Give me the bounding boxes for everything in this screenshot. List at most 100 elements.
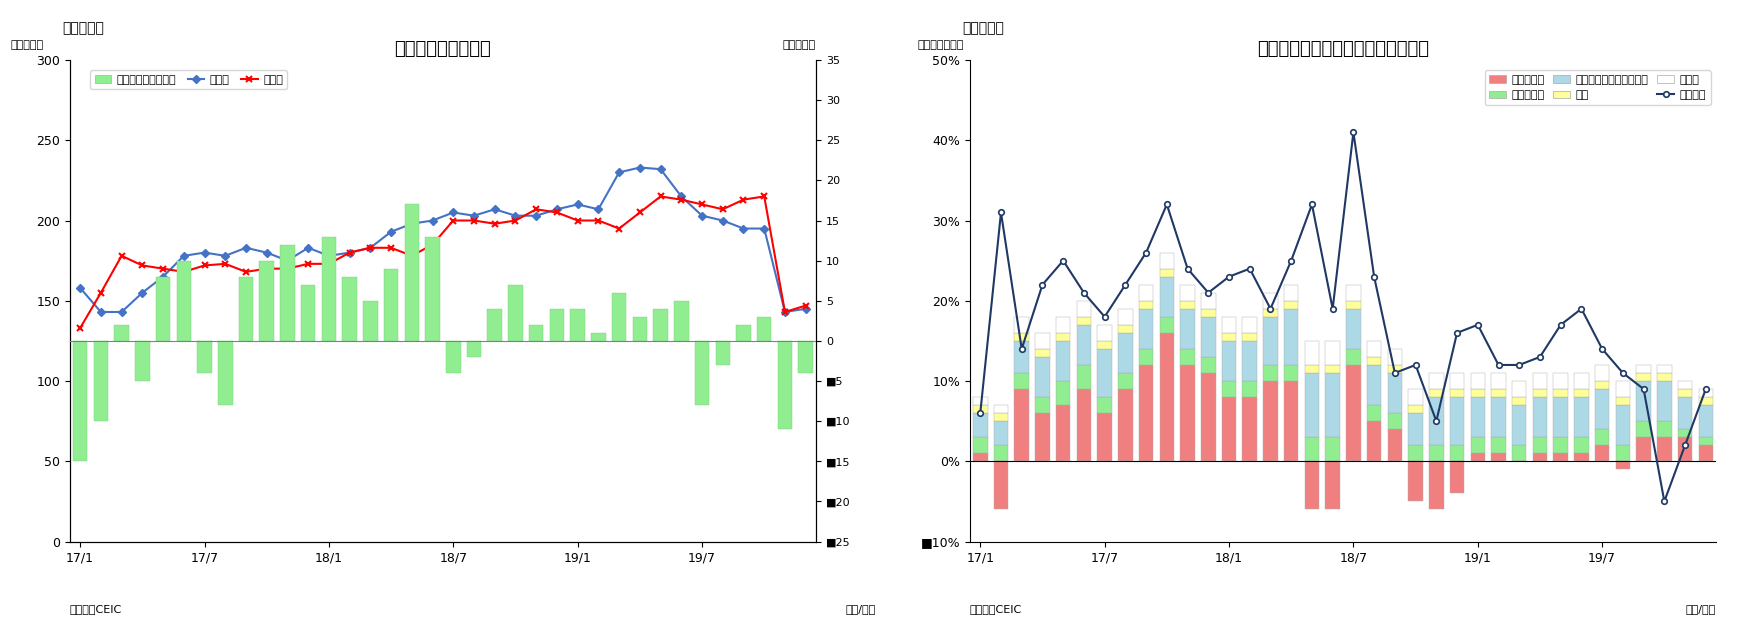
Bar [1056, 317, 1070, 333]
Bar [1532, 389, 1548, 397]
Bar [467, 341, 481, 357]
Bar [1221, 333, 1237, 341]
Title: ベトナム　輸出の伸び率（品目別）: ベトナム 輸出の伸び率（品目別） [1258, 41, 1430, 59]
Bar [1636, 437, 1650, 461]
Bar [1471, 397, 1485, 437]
Bar [1388, 373, 1402, 413]
Bar [1056, 333, 1070, 341]
Bar [1098, 397, 1112, 413]
Bar [1430, 389, 1443, 397]
Bar [994, 421, 1007, 445]
Bar [342, 277, 356, 341]
Bar [1284, 381, 1299, 461]
Bar [1471, 437, 1485, 453]
Bar [1636, 381, 1650, 421]
Bar [1200, 357, 1216, 373]
Bar [73, 341, 87, 461]
Bar [1077, 301, 1091, 317]
Bar [653, 309, 667, 341]
Bar [1035, 333, 1049, 349]
Bar [1511, 445, 1527, 461]
Bar [1200, 293, 1216, 309]
Legend: 電話・部品, 織物・衣類, コンピュータ・電子部品, 履物, その他, 輸出合計: 電話・部品, 織物・衣類, コンピュータ・電子部品, 履物, その他, 輸出合計 [1485, 71, 1711, 105]
Bar [1409, 389, 1423, 405]
Bar [1615, 381, 1629, 397]
Bar [1511, 397, 1527, 405]
Bar [1595, 365, 1610, 381]
Bar [1615, 405, 1629, 445]
Bar [1450, 461, 1464, 494]
Bar [1615, 461, 1629, 469]
Bar [1430, 461, 1443, 509]
Bar [994, 413, 1007, 421]
Bar [973, 413, 988, 437]
Bar [1263, 317, 1278, 365]
Bar [1200, 309, 1216, 317]
Bar [426, 237, 439, 341]
Bar [1304, 437, 1318, 461]
Bar [1595, 381, 1610, 389]
Bar [570, 309, 585, 341]
Bar [1200, 317, 1216, 357]
Bar [1615, 445, 1629, 461]
Bar [1181, 285, 1195, 301]
Bar [1139, 349, 1153, 365]
Bar [799, 341, 813, 373]
Bar [1242, 317, 1258, 333]
Bar [1678, 397, 1692, 429]
Bar [1409, 413, 1423, 445]
Bar [1014, 373, 1028, 389]
Legend: 貿易収支（右目盛）, 輸出額, 輸入額: 貿易収支（右目盛）, 輸出額, 輸入額 [90, 71, 287, 89]
Bar [1553, 389, 1569, 397]
Bar [1098, 325, 1112, 341]
Bar [1098, 349, 1112, 397]
Bar [1181, 349, 1195, 365]
Bar [674, 301, 688, 341]
Bar [1077, 389, 1091, 461]
Bar [1304, 461, 1318, 509]
Bar [1678, 429, 1692, 437]
Text: （資料）CEIC: （資料）CEIC [969, 604, 1021, 614]
Bar [632, 317, 648, 341]
Bar [611, 293, 627, 341]
Bar [1056, 381, 1070, 405]
Bar [1553, 453, 1569, 461]
Bar [363, 301, 377, 341]
Bar [1574, 437, 1589, 453]
Bar [1450, 389, 1464, 397]
Bar [1511, 381, 1527, 397]
Bar [994, 445, 1007, 461]
Bar [1574, 389, 1589, 397]
Bar [238, 277, 254, 341]
Bar [1553, 373, 1569, 389]
Bar [1699, 389, 1713, 397]
Bar [1388, 413, 1402, 429]
Bar [1139, 309, 1153, 349]
Bar [1532, 373, 1548, 389]
Bar [591, 333, 606, 341]
Bar [259, 261, 274, 341]
Bar [1325, 437, 1339, 461]
Bar [1636, 373, 1650, 381]
Bar [1615, 397, 1629, 405]
Bar [1471, 453, 1485, 461]
Bar [1014, 341, 1028, 373]
Bar [1056, 341, 1070, 381]
Bar [1119, 373, 1133, 389]
Bar [1367, 405, 1381, 421]
Bar [1263, 293, 1278, 309]
Bar [1056, 405, 1070, 461]
Bar [1242, 341, 1258, 381]
Bar [1657, 421, 1671, 437]
Bar [994, 461, 1007, 509]
Bar [1388, 349, 1402, 365]
Bar [1346, 285, 1360, 301]
Bar [1699, 405, 1713, 437]
Bar [1657, 437, 1671, 461]
Bar [1284, 309, 1299, 365]
Bar [1492, 389, 1506, 397]
Bar [1325, 461, 1339, 509]
Bar [1595, 429, 1610, 445]
Bar [1160, 277, 1174, 317]
Bar [1492, 437, 1506, 453]
